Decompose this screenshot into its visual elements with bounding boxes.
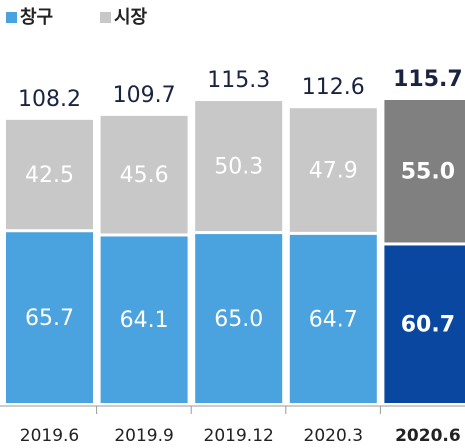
x-tick-label: 2019.9: [114, 426, 173, 446]
value-label: 50.3: [214, 155, 263, 180]
legend-label: 창구: [20, 7, 53, 28]
value-label: 64.1: [120, 308, 169, 333]
total-label: 108.2: [18, 87, 81, 112]
bar-segment: [289, 108, 377, 232]
value-label: 65.7: [25, 306, 74, 331]
total-label: 115.3: [207, 68, 270, 93]
value-label: 47.9: [309, 159, 358, 184]
total-label: 112.6: [302, 75, 365, 100]
value-label: 55.0: [401, 160, 455, 185]
bar-segment: [195, 234, 283, 403]
bar-segment: [6, 119, 93, 230]
value-label: 42.5: [25, 163, 74, 188]
bar-segment: [6, 232, 93, 403]
bar-segment: [100, 236, 188, 403]
x-tick-label: 2020.3: [304, 426, 363, 446]
bar-segment: [100, 115, 188, 234]
value-label: 65.0: [214, 307, 263, 332]
legend-swatch: [6, 12, 17, 23]
x-tick-label: 2019.6: [20, 426, 79, 446]
x-tick-label: 2020.6: [395, 426, 461, 446]
value-label: 60.7: [401, 313, 455, 338]
legend-swatch: [100, 12, 111, 23]
bar-segment: [384, 245, 465, 403]
x-tick-label: 2019.12: [204, 426, 274, 446]
total-label: 115.7: [393, 67, 463, 92]
value-label: 45.6: [120, 163, 169, 188]
total-label: 109.7: [113, 83, 176, 108]
bar-segment: [289, 234, 377, 403]
bar-segment: [195, 101, 283, 232]
bar-segment: [384, 100, 465, 243]
value-label: 64.7: [309, 307, 358, 332]
legend-label: 시장: [114, 7, 148, 28]
